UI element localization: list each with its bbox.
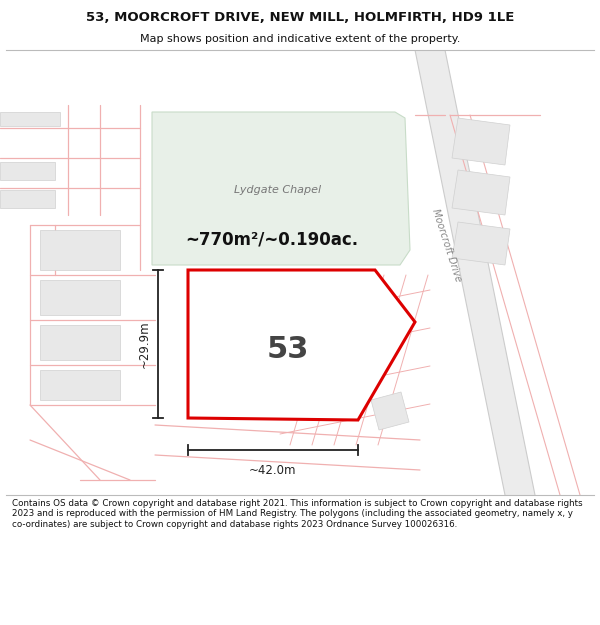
Polygon shape bbox=[333, 352, 371, 390]
Polygon shape bbox=[40, 230, 120, 270]
Polygon shape bbox=[40, 280, 120, 315]
Text: Moorcroft Drive: Moorcroft Drive bbox=[430, 208, 464, 282]
Polygon shape bbox=[452, 170, 510, 215]
Text: 53, MOORCROFT DRIVE, NEW MILL, HOLMFIRTH, HD9 1LE: 53, MOORCROFT DRIVE, NEW MILL, HOLMFIRTH… bbox=[86, 11, 514, 24]
Polygon shape bbox=[0, 162, 55, 180]
Polygon shape bbox=[371, 392, 409, 430]
Text: Map shows position and indicative extent of the property.: Map shows position and indicative extent… bbox=[140, 34, 460, 44]
Polygon shape bbox=[0, 112, 60, 126]
Polygon shape bbox=[188, 270, 415, 420]
Text: Contains OS data © Crown copyright and database right 2021. This information is : Contains OS data © Crown copyright and d… bbox=[12, 499, 583, 529]
Text: ~42.0m: ~42.0m bbox=[249, 464, 297, 477]
Polygon shape bbox=[452, 118, 510, 165]
Text: ~29.9m: ~29.9m bbox=[137, 320, 151, 368]
Polygon shape bbox=[0, 190, 55, 208]
Polygon shape bbox=[452, 222, 510, 265]
Text: 53: 53 bbox=[267, 336, 309, 364]
Polygon shape bbox=[295, 312, 333, 350]
Polygon shape bbox=[40, 325, 120, 360]
Polygon shape bbox=[152, 112, 410, 265]
Text: Lydgate Chapel: Lydgate Chapel bbox=[235, 185, 322, 195]
Polygon shape bbox=[40, 370, 120, 400]
Polygon shape bbox=[415, 50, 535, 495]
Text: ~770m²/~0.190ac.: ~770m²/~0.190ac. bbox=[185, 231, 359, 249]
